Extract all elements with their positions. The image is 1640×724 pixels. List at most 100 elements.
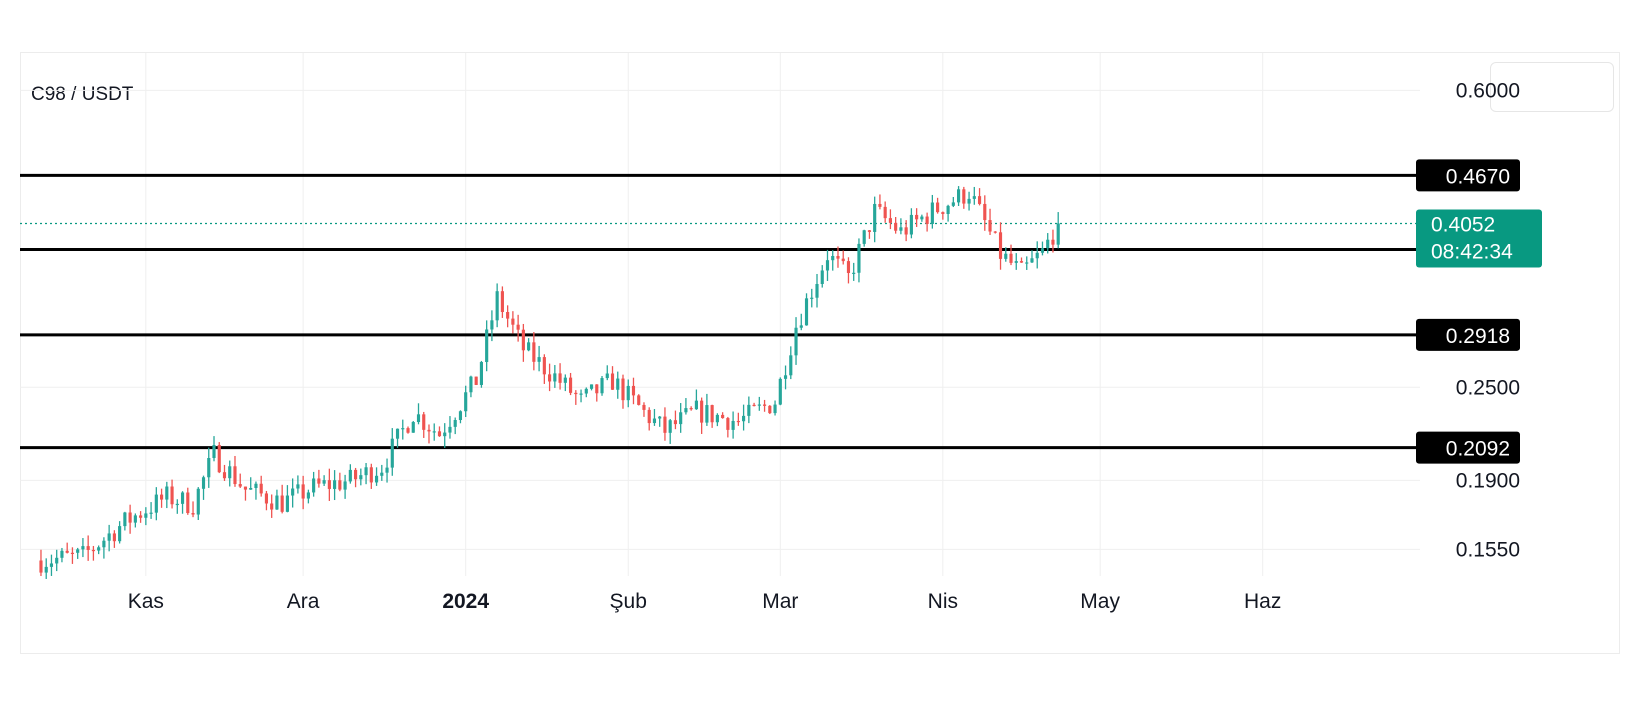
candle-body	[1019, 261, 1024, 263]
candle	[836, 246, 840, 268]
candle	[815, 273, 819, 308]
candle	[374, 467, 379, 486]
indicator-box[interactable]	[1490, 62, 1614, 112]
candle-body	[500, 291, 504, 313]
candle-body	[899, 227, 903, 231]
candle-body	[721, 414, 725, 419]
candle-body	[474, 376, 478, 385]
candle-body	[217, 445, 221, 473]
x-tick-label: Mar	[762, 590, 798, 613]
candle-body	[65, 550, 69, 553]
x-tick-label: Kas	[128, 590, 164, 613]
candle	[694, 389, 698, 410]
candle	[1019, 257, 1024, 263]
candle-body	[458, 411, 463, 421]
candle-body	[343, 481, 347, 490]
level-price: 0.4670	[1446, 165, 1510, 188]
candle-body	[312, 478, 316, 493]
candle-body	[212, 445, 216, 458]
x-tick-label: Ara	[287, 590, 320, 613]
candle	[39, 549, 43, 577]
candle	[736, 412, 740, 426]
candle	[490, 310, 494, 342]
candle	[946, 204, 950, 222]
candle	[443, 423, 447, 448]
candle	[238, 473, 242, 488]
candle-body	[521, 329, 525, 351]
candle-body	[354, 469, 358, 480]
candle	[516, 314, 520, 342]
candle	[458, 410, 463, 424]
candle	[338, 472, 342, 492]
candle-body	[395, 428, 400, 439]
candle	[212, 436, 216, 462]
candle-body	[705, 405, 709, 423]
candle-body	[862, 230, 866, 244]
candle	[1035, 241, 1039, 269]
candle-body	[652, 418, 657, 424]
x-tick-label: 2024	[442, 590, 489, 613]
candle-body	[689, 408, 693, 410]
candle	[133, 513, 137, 528]
candle-body	[422, 414, 426, 430]
candle-body	[563, 377, 567, 383]
candle	[705, 393, 709, 426]
candle-body	[820, 270, 824, 285]
candle	[936, 197, 940, 214]
candle	[962, 186, 966, 209]
candle	[783, 365, 788, 390]
candle-body	[841, 258, 845, 262]
candle-body	[789, 355, 793, 376]
candle	[715, 413, 719, 427]
candle	[1014, 253, 1018, 270]
candle	[951, 196, 955, 208]
candle	[553, 365, 557, 388]
candle-body	[542, 357, 546, 375]
candle	[123, 511, 127, 531]
candle-body	[170, 486, 174, 505]
candle	[333, 470, 337, 501]
candle-body	[464, 392, 468, 412]
candle	[165, 481, 169, 509]
candle	[679, 403, 683, 433]
candle-body	[610, 373, 615, 390]
candle	[175, 499, 179, 514]
level-badge-bg	[1416, 318, 1520, 351]
candle-body	[1030, 258, 1034, 263]
candle	[631, 377, 636, 405]
candle	[799, 313, 803, 331]
candle-body	[270, 503, 274, 510]
candle-body	[731, 420, 735, 430]
candle-body	[663, 416, 667, 433]
candle-body	[411, 422, 415, 433]
candle-body	[925, 216, 929, 224]
candle	[170, 479, 174, 509]
candle-body	[873, 203, 877, 232]
candle	[904, 220, 908, 242]
candle-body	[233, 466, 237, 485]
current-price: 0.4052	[1431, 213, 1495, 236]
candle	[647, 407, 651, 431]
candle	[186, 487, 190, 515]
candle	[301, 475, 305, 510]
candle	[280, 484, 284, 514]
candle	[563, 374, 567, 392]
candle-body	[165, 486, 169, 500]
candle	[883, 201, 887, 223]
candle	[915, 208, 919, 227]
candle	[416, 403, 421, 425]
candle-body	[679, 412, 683, 425]
candle	[841, 250, 845, 265]
candle-body	[747, 404, 751, 416]
candle-body	[768, 405, 772, 414]
candle-body	[453, 420, 457, 427]
candle	[548, 363, 552, 392]
x-tick-label: Şub	[610, 590, 647, 613]
candle-body	[631, 385, 636, 396]
candle-body	[658, 416, 662, 419]
candle	[86, 535, 90, 561]
candle-body	[133, 515, 137, 523]
candle	[925, 212, 929, 232]
chart-frame	[20, 52, 1620, 654]
